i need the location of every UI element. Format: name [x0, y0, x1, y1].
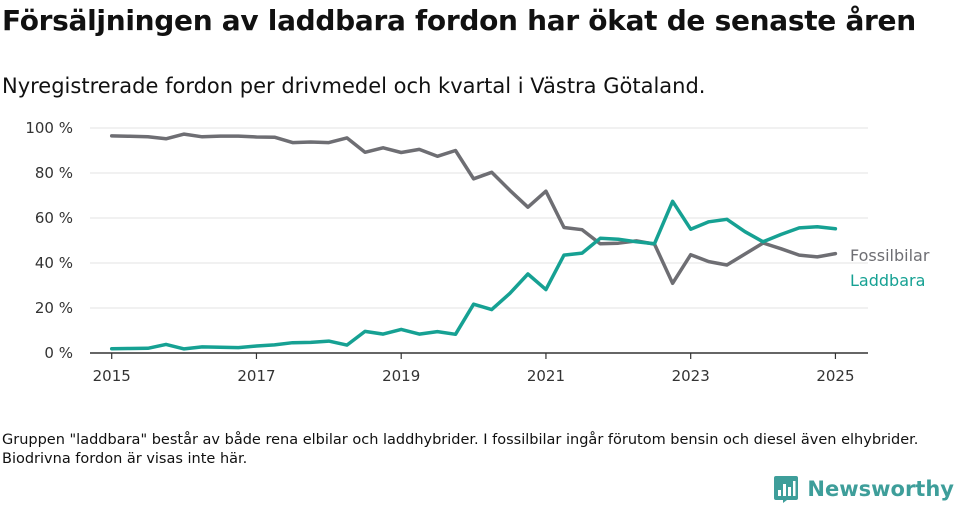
- y-tick-label: 20 %: [35, 299, 73, 317]
- y-tick-label: 100 %: [25, 119, 73, 137]
- x-tick-label: 2023: [672, 367, 710, 385]
- series-line-laddbara: [109, 199, 838, 351]
- x-tick-label: 2025: [816, 367, 854, 385]
- chart-subtitle: Nyregistrerade fordon per drivmedel och …: [2, 74, 706, 98]
- series-label-laddbara: Laddbara: [850, 271, 925, 290]
- x-tick-label: 2021: [527, 367, 565, 385]
- line-chart: 0 % 20 % 40 % 60 % 80 % 100 % 2015 2017 2019 202…: [25, 119, 930, 385]
- x-axis-ticks: 2015 2017 2019 2021 2023 2025: [93, 353, 855, 385]
- series-label-fossilbilar: Fossilbilar: [850, 246, 930, 265]
- y-axis-ticks: 0 % 20 % 40 % 60 % 80 % 100 %: [25, 119, 73, 362]
- series-line-fossilbilar: [109, 132, 838, 286]
- x-tick-label: 2017: [237, 367, 275, 385]
- brand-name: Newsworthy: [807, 477, 954, 501]
- y-tick-label: 80 %: [35, 164, 73, 182]
- gridlines: [90, 127, 868, 309]
- newsworthy-brand[interactable]: Newsworthy: [773, 475, 954, 503]
- y-tick-label: 60 %: [35, 209, 73, 227]
- y-tick-label: 0 %: [44, 344, 73, 362]
- chart-title: Försäljningen av laddbara fordon har öka…: [2, 4, 916, 37]
- x-tick-label: 2015: [93, 367, 131, 385]
- bar-chart-logo-icon: [774, 476, 799, 503]
- y-tick-label: 40 %: [35, 254, 73, 272]
- x-tick-label: 2019: [382, 367, 420, 385]
- series-lines: [109, 132, 838, 351]
- footnote: Gruppen "laddbara" består av både rena e…: [2, 432, 919, 467]
- series-labels: Fossilbilar Laddbara: [850, 246, 930, 290]
